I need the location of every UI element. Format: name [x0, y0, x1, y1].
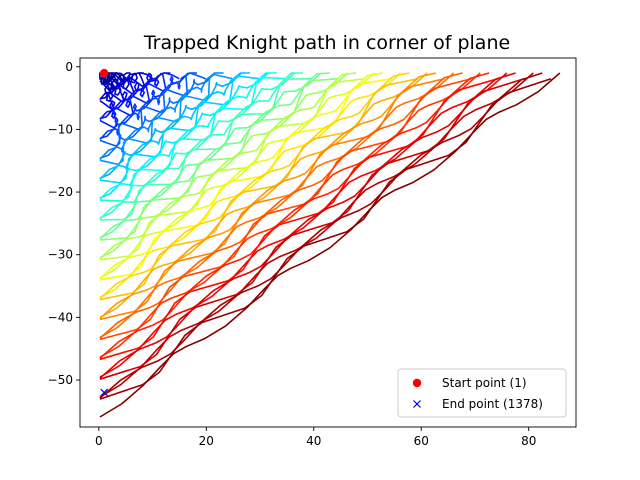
path-segment-22 — [99, 72, 304, 220]
path-segment-3 — [99, 72, 136, 100]
y-tick-label: 0 — [65, 60, 73, 74]
start-point-marker — [99, 68, 109, 78]
path-segment-48 — [99, 72, 534, 398]
end-point-marker-stroke-b — [100, 388, 109, 397]
y-tick-label: −40 — [48, 310, 73, 324]
legend-box — [397, 368, 567, 418]
x-tick-label: 60 — [414, 434, 429, 448]
path-segment-35 — [99, 77, 419, 301]
path-segment-10 — [99, 72, 197, 140]
path-segment-39 — [99, 72, 455, 339]
path-segment-21 — [99, 72, 295, 219]
path-segment-26 — [99, 77, 339, 241]
y-tick-label: −50 — [48, 373, 73, 387]
y-tick-label: −20 — [48, 185, 73, 199]
path-segment-16 — [99, 72, 251, 180]
path-segment-20 — [99, 76, 286, 202]
path-segment-19 — [99, 72, 277, 200]
end-point-marker — [100, 388, 109, 397]
path-segment-12 — [99, 72, 216, 160]
legend-end-marker-stroke-b — [413, 400, 421, 408]
legend: Start point (1) End point (1378) — [397, 368, 567, 418]
path-segment-38 — [99, 77, 445, 321]
x-tick-label: 0 — [95, 434, 103, 448]
path-segment-32 — [99, 77, 392, 281]
path-segment-13 — [99, 72, 224, 160]
path-segment-23 — [99, 77, 313, 221]
path-segment-29 — [99, 77, 366, 261]
path-segment-30 — [99, 72, 375, 279]
path-segment-51 — [99, 72, 561, 418]
path-segment-41 — [99, 77, 472, 341]
path-segment-33 — [99, 72, 402, 299]
legend-label: Start point (1) — [442, 376, 527, 390]
path-segment-17 — [99, 75, 260, 184]
path-segment-36 — [99, 72, 428, 319]
path-segment-14 — [99, 73, 233, 166]
path-segment-27 — [99, 72, 349, 259]
path-segment-45 — [99, 72, 508, 378]
legend-start-marker — [412, 378, 422, 388]
path-segment-2 — [99, 72, 127, 92]
x-tick-label: 40 — [306, 434, 321, 448]
path-segment-24 — [99, 72, 322, 239]
path-segment-42 — [99, 72, 481, 358]
legend-end-marker — [413, 400, 421, 408]
plot-area — [99, 68, 561, 418]
path-segment-7 — [99, 72, 171, 121]
axes-frame — [79, 57, 577, 428]
path-segment-9 — [99, 72, 189, 140]
legend-label: End point (1378) — [442, 397, 543, 411]
path-segment-8 — [99, 72, 180, 129]
x-tick-label: 20 — [199, 434, 214, 448]
axes: 0 20 40 60 80 0 −10 −20 −30 −40 −50 — [48, 57, 577, 448]
path-segment-44 — [99, 77, 499, 361]
path-segment-11 — [99, 72, 207, 147]
y-tick-label: −10 — [48, 122, 73, 136]
chart-title: Trapped Knight path in corner of plane — [143, 32, 510, 54]
path-segment-5 — [99, 72, 154, 111]
y-tick-label: −30 — [48, 248, 73, 262]
x-tick-label: 80 — [521, 434, 536, 448]
